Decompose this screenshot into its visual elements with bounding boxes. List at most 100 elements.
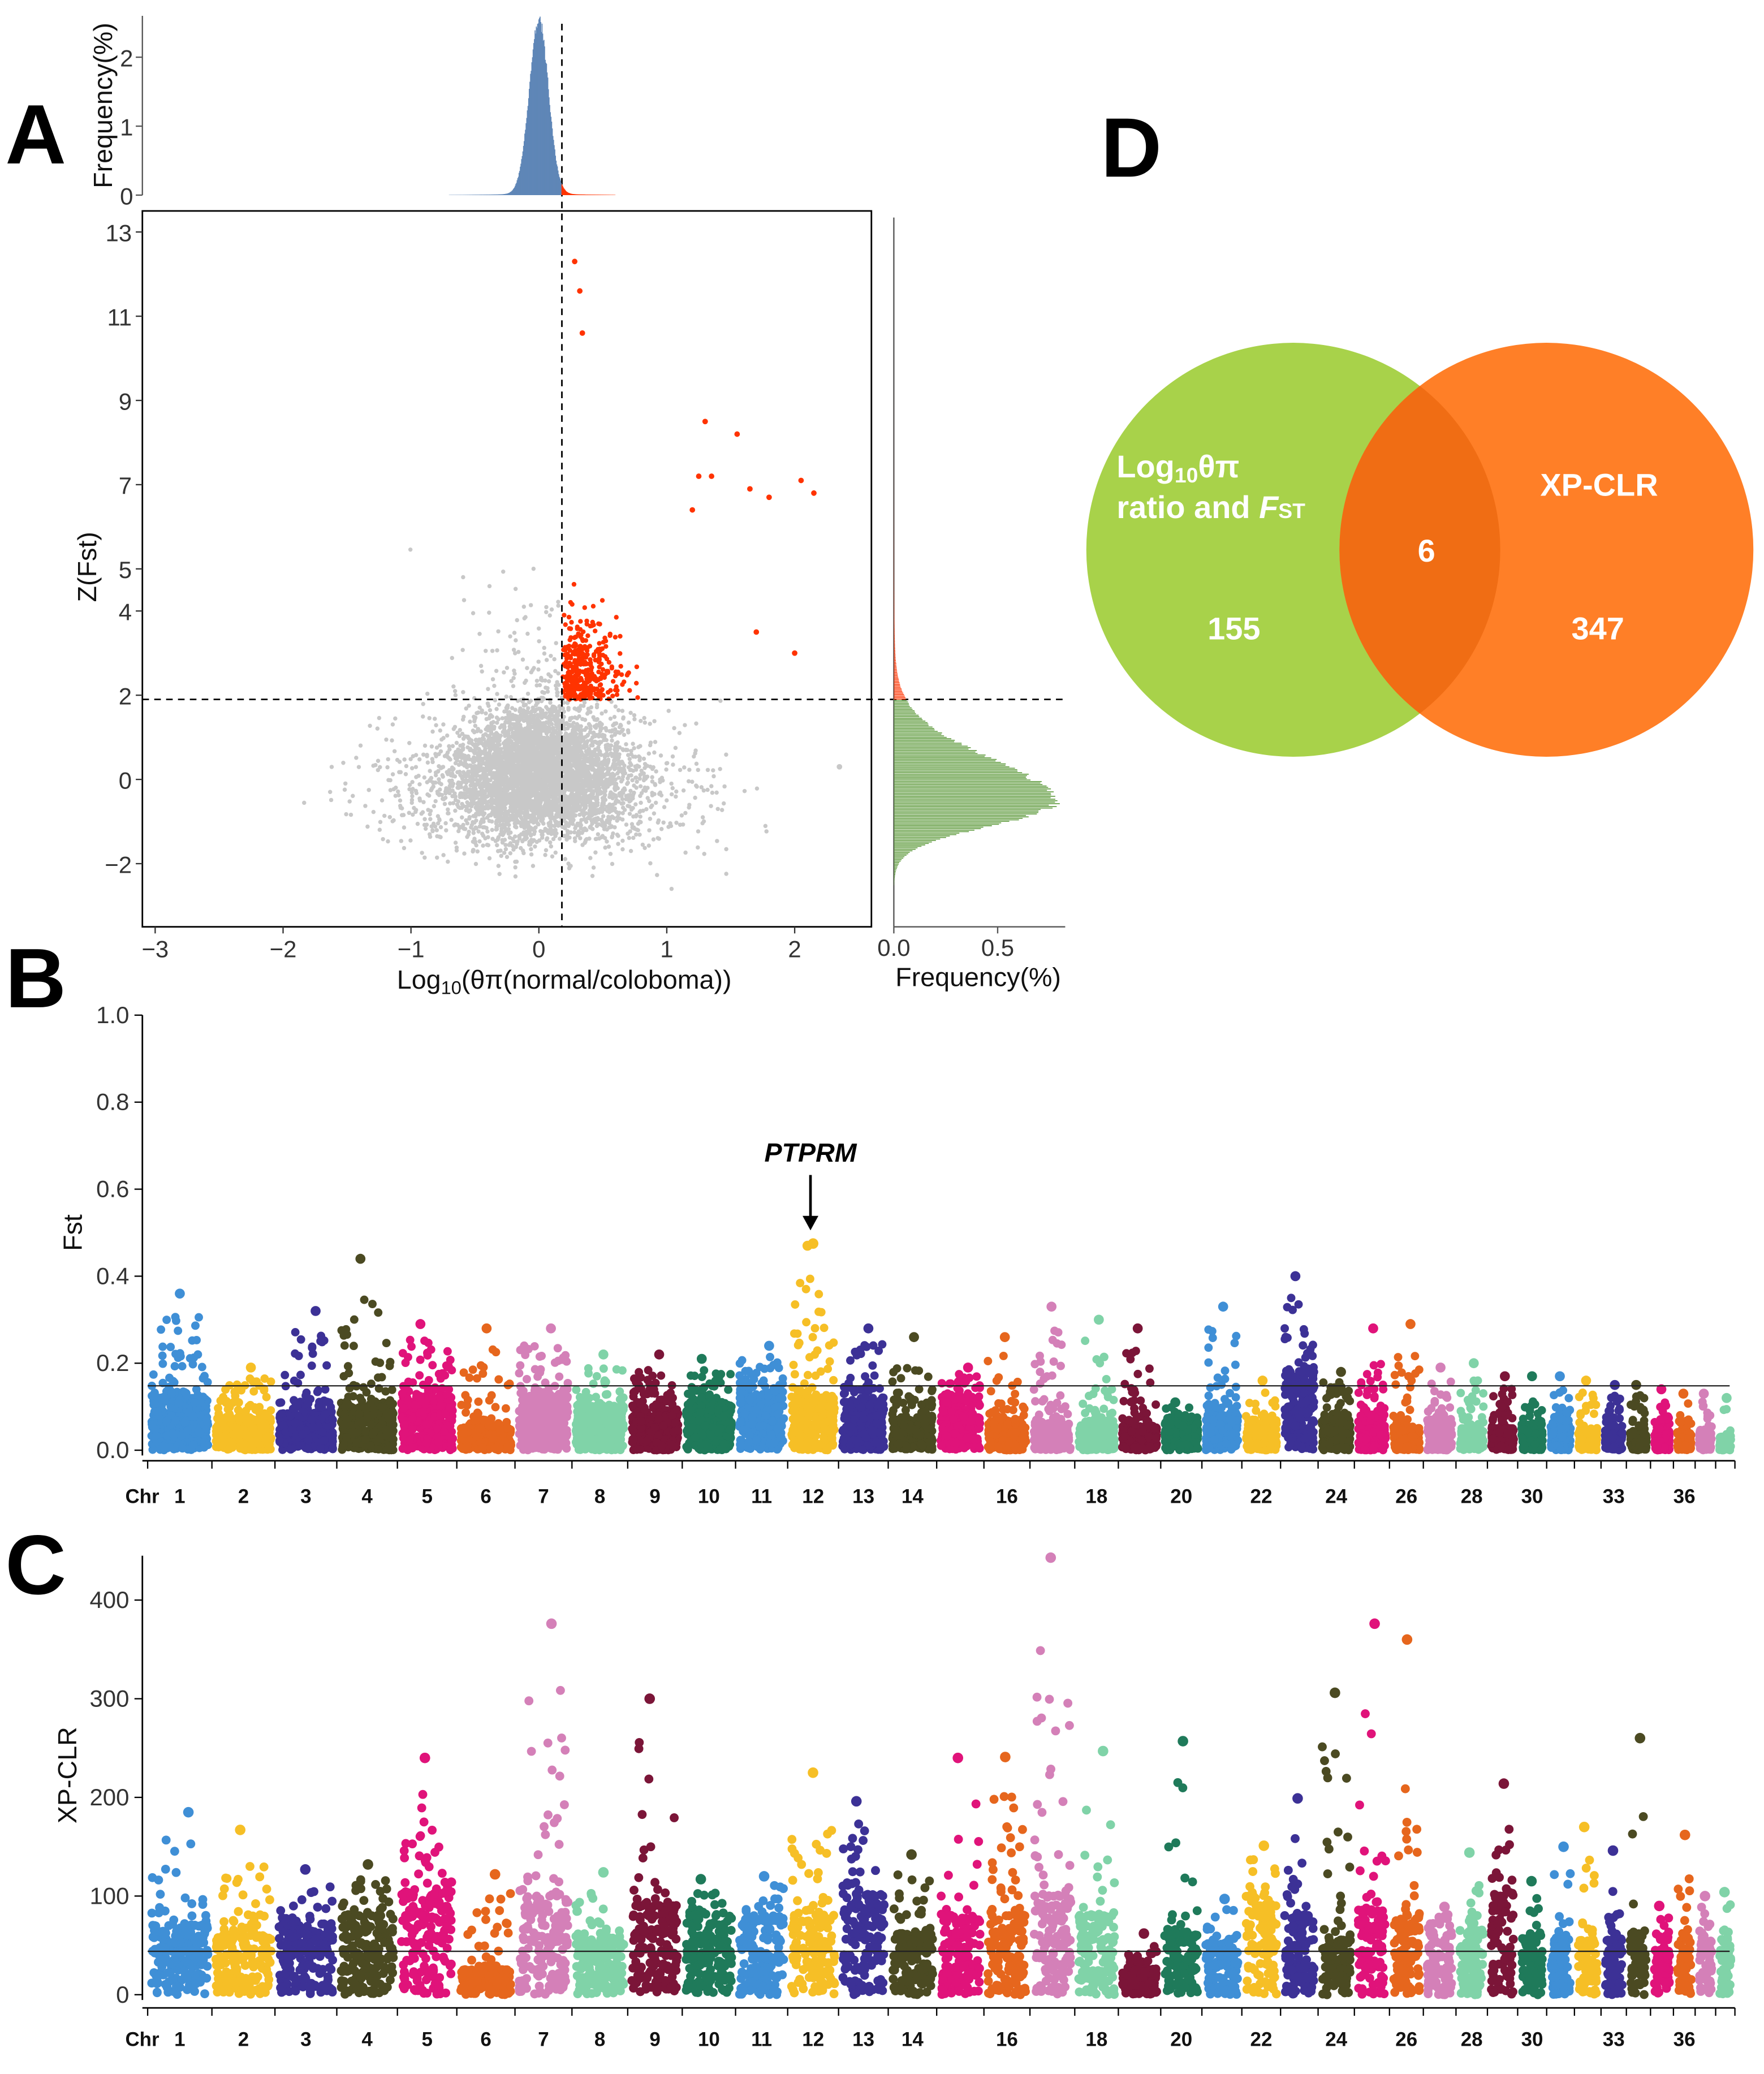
scatter-point-gray [648, 817, 652, 821]
panel-label-a: A [5, 87, 66, 182]
scatter-point-gray [528, 721, 532, 725]
scatter-point-gray [470, 823, 474, 827]
scatter-point-gray [575, 759, 579, 763]
scatter-point-gray [609, 852, 613, 856]
scatter-point-gray [486, 701, 490, 705]
scatter-point-gray [594, 723, 598, 727]
scatter-point-gray [505, 855, 509, 859]
scatter-point-gray [609, 816, 613, 820]
scatter-point-gray [482, 825, 486, 829]
scatter-point-gray [394, 794, 398, 797]
scatter-point-gray [398, 799, 402, 803]
scatter-point-gray [399, 839, 403, 843]
scatter-point-gray [586, 815, 590, 819]
scatter-point-gray [554, 820, 558, 824]
scatter-point-gray [415, 791, 419, 795]
scatter-point-gray [499, 768, 503, 772]
scatter-point-gray [724, 872, 728, 876]
scatter-point-gray [650, 775, 654, 779]
figure-stage: A B C D −3−2−1012−20245791113Log10(θπ(no… [0, 0, 1764, 2074]
scatter-point-gray [613, 788, 617, 792]
scatter-point-gray [515, 842, 519, 846]
scatter-point-gray [603, 846, 607, 850]
scatter-point-gray [670, 792, 674, 796]
scatter-point-gray [613, 727, 617, 731]
scatter-point-gray [473, 814, 477, 818]
scatter-point-gray [683, 811, 687, 815]
scatter-point-gray [514, 766, 517, 770]
scatter-point-gray [425, 692, 429, 696]
scatter-point-gray [634, 833, 638, 837]
scatter-point-gray [393, 717, 397, 721]
scatter-point-gray [513, 651, 517, 655]
scatter-point-gray [556, 812, 560, 816]
scatter-point-gray [657, 818, 661, 822]
scatter-point-gray [458, 773, 462, 777]
scatter-point-gray [456, 786, 460, 790]
scatter-point-gray [630, 778, 634, 782]
scatter-point-gray [428, 778, 432, 782]
scatter-point-gray [492, 771, 496, 775]
scatter-point-gray [551, 726, 555, 730]
scatter-point-gray [503, 745, 507, 749]
scatter-point-gray [525, 632, 529, 636]
scatter-point-gray [490, 828, 494, 832]
scatter-point-gray [515, 618, 519, 622]
scatter-point-gray [554, 828, 558, 832]
scatter-point-gray [614, 704, 618, 708]
scatter-point-gray [432, 822, 435, 826]
scatter-point-gray [654, 769, 658, 773]
scatter-point-gray [492, 725, 496, 728]
scatter-point-gray [423, 744, 427, 748]
scatter-point-gray [474, 862, 478, 866]
scatter-point-gray [475, 794, 478, 797]
scatter-point-gray [682, 765, 686, 769]
scatter-point-gray [514, 825, 518, 829]
scatter-point-gray [511, 837, 515, 840]
scatter-point-gray [608, 805, 612, 809]
scatter-point-gray [359, 743, 363, 747]
scatter-point-gray [533, 800, 537, 804]
scatter-point-gray [470, 795, 474, 799]
scatter-point-gray [629, 773, 633, 777]
scatter-point-gray [616, 708, 620, 712]
scatter-point-gray [588, 730, 592, 734]
scatter-point-gray [393, 749, 396, 753]
scatter-point-gray [544, 610, 548, 614]
scatter-point-gray [371, 764, 375, 767]
scatter-point-gray [516, 781, 520, 785]
scatter-point-gray [522, 605, 526, 609]
scatter-point-gray [408, 757, 412, 761]
scatter-point-gray [458, 744, 462, 748]
scatter-point-gray [468, 719, 472, 723]
scatter-point-gray [593, 850, 597, 854]
scatter-point-gray [628, 757, 632, 761]
scatter-point-gray [635, 780, 639, 784]
scatter-point-gray [622, 733, 626, 737]
scatter-point-gray [650, 767, 654, 771]
scatter-point-gray [471, 758, 475, 762]
scatter-point-gray [511, 717, 515, 721]
scatter-point-gray [494, 669, 498, 673]
scatter-point-gray [620, 709, 624, 713]
scatter-point-gray [553, 759, 557, 763]
scatter-point-gray [524, 679, 528, 683]
scatter-point-gray [613, 781, 616, 785]
scatter-point-gray [486, 687, 490, 691]
scatter-point-gray [583, 718, 587, 722]
scatter-point-gray [443, 754, 447, 758]
scatter-point-gray [636, 745, 640, 749]
scatter-point-gray [578, 804, 582, 808]
scatter-point-gray [349, 813, 353, 817]
scatter-point-gray [551, 804, 555, 808]
scatter-point-gray [568, 864, 572, 868]
scatter-point-gray [536, 659, 540, 663]
scatter-point-gray [471, 611, 475, 615]
scatter-point-gray [625, 782, 629, 786]
scatter-point-gray [550, 607, 554, 611]
scatter-point-gray [687, 767, 691, 771]
scatter-point-gray [482, 750, 486, 754]
scatter-point-gray [715, 839, 719, 843]
scatter-point-gray [665, 798, 668, 802]
scatter-point-gray [475, 778, 478, 782]
